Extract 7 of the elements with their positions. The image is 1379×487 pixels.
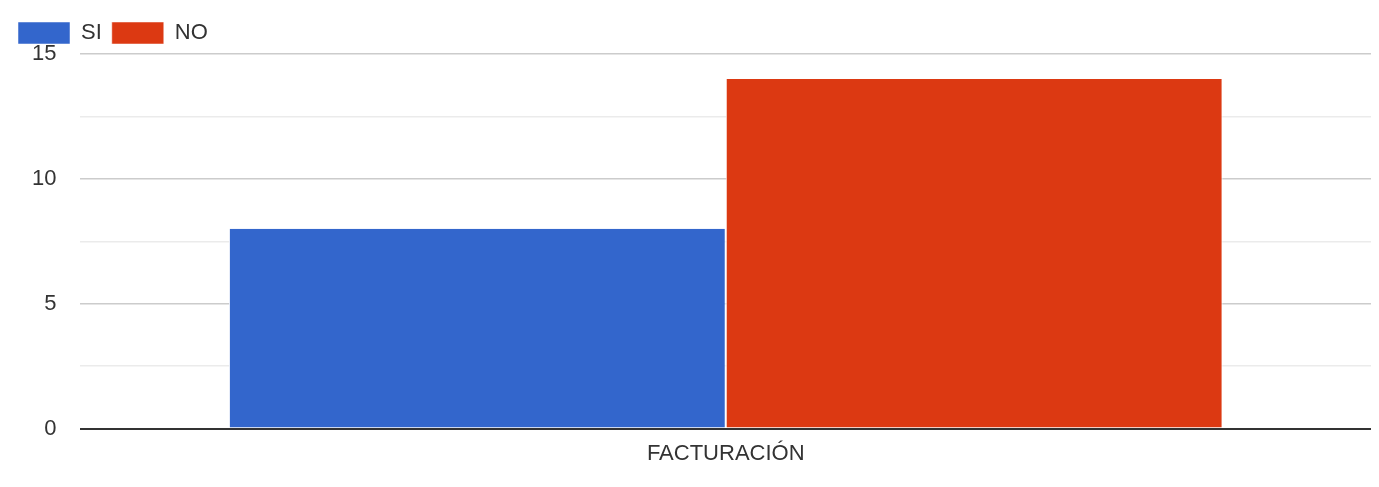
y-tick-label: 5: [44, 289, 57, 315]
y-tick-label: 15: [31, 40, 57, 66]
y-tick-label: 10: [31, 164, 57, 190]
legend-label: SI: [81, 19, 102, 45]
y-tick-label: 0: [44, 414, 57, 440]
x-tick-label: FACTURACIÓN: [646, 439, 805, 465]
legend-label: NO: [174, 19, 208, 45]
